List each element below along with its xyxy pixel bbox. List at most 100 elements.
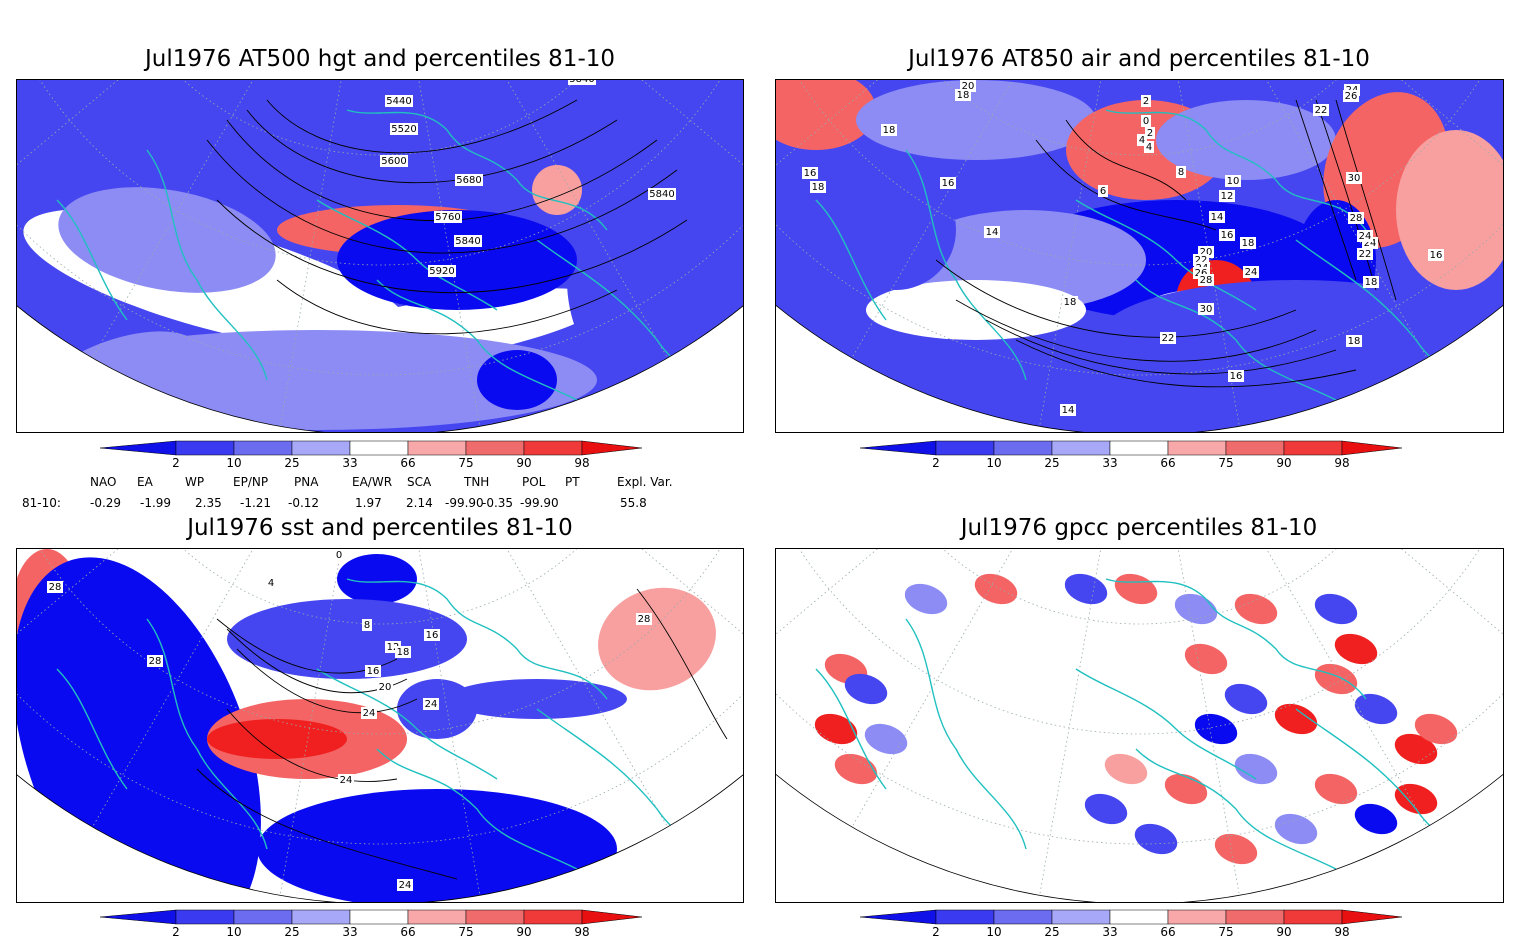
- contour-label: 18: [397, 647, 410, 658]
- map-gpcc: [776, 549, 1503, 902]
- map-panel-air: 2018181618161420244681012141618202224262…: [775, 79, 1504, 433]
- teleconnection-indices: NAO EA WP EP/NP PNA EA/WR SCA TNH POL PT Expl. Var…: [0, 475, 760, 515]
- contour-label: 5520: [391, 124, 416, 135]
- contour-label: 20: [962, 81, 975, 92]
- index-value: -0.35: [482, 496, 514, 510]
- coastline: [376, 279, 578, 401]
- colorbar-segment: [935, 440, 995, 456]
- contour-label: 14: [986, 227, 999, 238]
- contour-label: 24: [399, 880, 412, 891]
- index-value: 2.14: [406, 496, 433, 510]
- anomaly-region: [864, 723, 908, 755]
- colorbar-segment: [523, 909, 583, 925]
- colorbar-tick-label: 10: [226, 925, 241, 939]
- contour-label: 12: [1221, 191, 1234, 202]
- contour-label: 26: [1195, 268, 1208, 279]
- contour-label: 30: [1348, 173, 1361, 184]
- contour-label: 28: [1200, 275, 1213, 286]
- coastline: [56, 199, 128, 321]
- colorbar-tick-label: 2: [932, 925, 940, 939]
- contour-label: 28: [149, 656, 162, 667]
- anomaly-region: [1354, 693, 1398, 725]
- panel-title-sst: Jul1976 sst and percentiles 81-10: [187, 515, 573, 541]
- contour-label: 26: [1345, 91, 1358, 102]
- colorbar-tick-label: 98: [1334, 456, 1349, 470]
- anomaly-region: [1414, 713, 1458, 745]
- index-header: EA: [137, 475, 153, 489]
- colorbar-segment: [935, 909, 995, 925]
- colorbar-tick-label: 33: [342, 925, 357, 939]
- contour-label: 2: [1147, 128, 1153, 139]
- coastline: [1135, 279, 1337, 401]
- anomaly-region: [1156, 100, 1336, 180]
- anomaly-region: [1174, 593, 1218, 625]
- contour-label: 18: [1365, 277, 1378, 288]
- index-header: POL: [522, 475, 546, 489]
- colorbar-tick-label: 2: [932, 456, 940, 470]
- anomaly-region: [1314, 663, 1358, 695]
- anomaly-region: [1194, 713, 1238, 745]
- coastline: [346, 578, 608, 700]
- anomaly-region: [1354, 803, 1398, 835]
- coastline: [56, 668, 128, 790]
- colorbar-arrow-left: [860, 440, 937, 456]
- contour-label: 18: [812, 182, 825, 193]
- contour-line: [935, 259, 1297, 338]
- colorbar-tick-label: 66: [1160, 456, 1175, 470]
- colorbar-tick-label: 2: [172, 925, 180, 939]
- index-value: 2.35: [195, 496, 222, 510]
- coastline: [146, 618, 268, 850]
- index-value: -0.29: [90, 496, 122, 510]
- colorbar-tick-label: 90: [516, 925, 531, 939]
- coastline: [1075, 199, 1257, 311]
- colorbar-tick-label: 90: [1276, 925, 1291, 939]
- colorbar-hgt: 2 10 25 33 66 75 90 98: [100, 438, 660, 478]
- colorbar-segment: [465, 909, 525, 925]
- index-header: EA/WR: [352, 475, 393, 489]
- colorbar-segment: [291, 440, 351, 456]
- index-header: SCA: [407, 475, 432, 489]
- index-header: TNH: [464, 475, 490, 489]
- contour-label: 5920: [429, 266, 454, 277]
- contour-label: 2: [1143, 96, 1149, 107]
- contour-line: [1015, 339, 1357, 388]
- contour-label: 5600: [381, 156, 406, 167]
- contour-line: [246, 109, 618, 184]
- contour-label: 4: [268, 578, 274, 589]
- map-panel-sst: 28 28 0 4 8 12 16 16 18 20 24 24 24 28 24: [16, 548, 744, 903]
- anomaly-region: [117, 80, 637, 230]
- anomaly-region: [776, 80, 876, 150]
- colorbar-segment: [233, 440, 293, 456]
- contour-label: 22: [1162, 333, 1175, 344]
- coastline: [905, 618, 1027, 850]
- coastline: [316, 199, 498, 311]
- coastline: [815, 199, 887, 321]
- contour-label: 24: [425, 699, 438, 710]
- contour-label: 16: [367, 666, 380, 677]
- colorbar-segment: [465, 440, 525, 456]
- contour-label: 28: [49, 582, 62, 593]
- map-air: 2018181618161420244681012141618202224262…: [776, 80, 1503, 432]
- contour-label: 18: [1242, 238, 1255, 249]
- anomaly-region: [1134, 823, 1178, 855]
- contour-label: 5680: [456, 175, 481, 186]
- colorbar-arrow-right: [1341, 909, 1403, 925]
- colorbar-tick-label: 75: [458, 456, 473, 470]
- anomaly-region: [814, 713, 858, 745]
- coastline: [346, 109, 608, 231]
- colorbar-segment: [993, 909, 1053, 925]
- contour-label: 14: [1062, 405, 1075, 416]
- anomaly-region: [1314, 773, 1358, 805]
- anomaly-region: [598, 587, 716, 691]
- colorbar-tick-label: 90: [1276, 456, 1291, 470]
- contour-line: [1065, 119, 1187, 201]
- contour-line: [985, 319, 1337, 375]
- colorbar-tick-label: 25: [1044, 925, 1059, 939]
- contour-label: 14: [1211, 212, 1224, 223]
- coastline: [1105, 578, 1367, 700]
- colorbar-arrow-left: [100, 909, 177, 925]
- colorbar-segment: [1109, 909, 1169, 925]
- contour-label: 18: [1348, 336, 1361, 347]
- contour-label: 18: [1064, 297, 1077, 308]
- anomaly-region: [257, 789, 617, 902]
